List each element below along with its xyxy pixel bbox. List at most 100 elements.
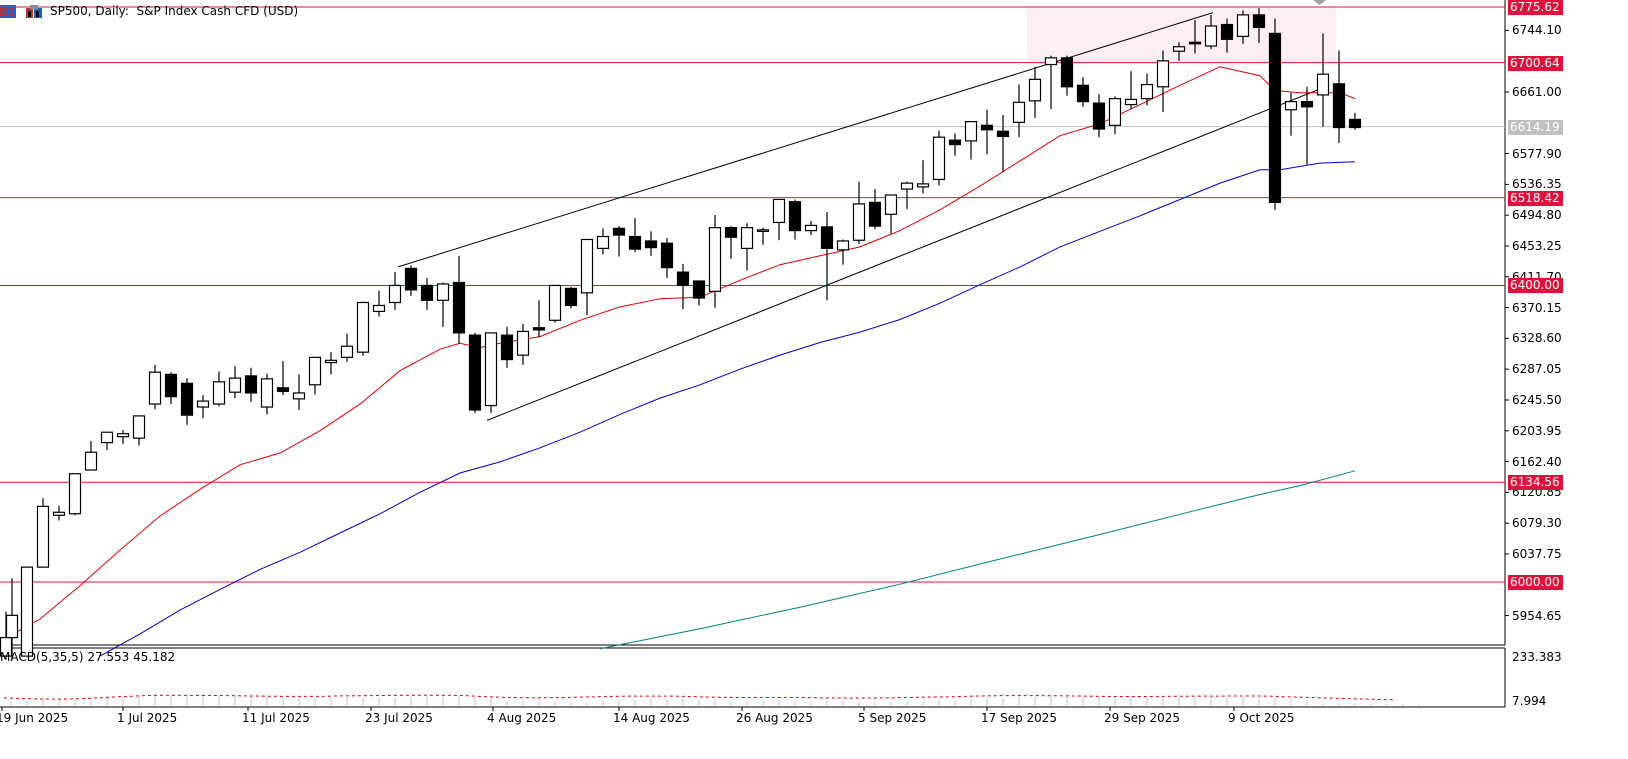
bullish-candle[interactable] <box>1316 73 1330 96</box>
bullish-candle[interactable] <box>484 332 498 407</box>
bearish-candle[interactable] <box>692 280 706 299</box>
bullish-candle[interactable] <box>436 283 450 301</box>
channel-upper-line[interactable] <box>397 12 1214 268</box>
bearish-candle[interactable] <box>1300 101 1314 108</box>
bullish-candle[interactable] <box>1156 60 1170 88</box>
bullish-candle[interactable] <box>596 235 610 249</box>
bullish-candle[interactable] <box>916 183 930 188</box>
bullish-candle[interactable] <box>340 345 354 358</box>
moving-average-line <box>99 161 1356 657</box>
bearish-candle[interactable] <box>1252 14 1266 29</box>
bearish-candle[interactable] <box>996 130 1010 138</box>
bearish-candle[interactable] <box>660 242 674 269</box>
bullish-candle[interactable] <box>36 505 50 568</box>
bullish-candle[interactable] <box>196 400 210 408</box>
bearish-candle[interactable] <box>1092 102 1106 130</box>
bearish-candle[interactable] <box>980 124 994 131</box>
bullish-candle[interactable] <box>756 229 770 232</box>
bullish-candle[interactable] <box>708 227 722 292</box>
bearish-candle[interactable] <box>820 226 834 249</box>
bullish-candle[interactable] <box>292 392 306 400</box>
date-tick-label: 17 Sep 2025 <box>981 711 1058 725</box>
bullish-candle[interactable] <box>372 304 386 312</box>
bullish-candle[interactable] <box>20 566 34 657</box>
bullish-candle[interactable] <box>900 182 914 190</box>
bearish-candle[interactable] <box>628 235 642 250</box>
bullish-candle[interactable] <box>5 614 19 639</box>
bullish-candle[interactable] <box>1012 101 1026 123</box>
bullish-candle[interactable] <box>836 240 850 251</box>
bearish-candle[interactable] <box>276 387 290 393</box>
bullish-candle[interactable] <box>84 451 98 471</box>
bearish-candle[interactable] <box>1060 57 1074 88</box>
bearish-candle[interactable] <box>612 227 626 236</box>
bearish-candle[interactable] <box>948 139 962 146</box>
bearish-candle[interactable] <box>1188 41 1202 45</box>
bullish-candle[interactable] <box>260 378 274 408</box>
bearish-candle[interactable] <box>1332 83 1346 129</box>
bullish-candle[interactable] <box>740 227 754 249</box>
bullish-candle[interactable] <box>1108 98 1122 126</box>
bullish-candle[interactable] <box>228 377 242 393</box>
bullish-candle[interactable] <box>1236 14 1250 37</box>
trading-panel-icon[interactable] <box>26 4 42 18</box>
bearish-candle[interactable] <box>180 382 194 416</box>
bullish-candle[interactable] <box>852 203 866 241</box>
bullish-candle[interactable] <box>308 356 322 386</box>
bullish-candle[interactable] <box>52 511 66 516</box>
bullish-candle[interactable] <box>1044 57 1058 66</box>
channel-lower-line[interactable] <box>486 88 1321 421</box>
bullish-candle[interactable] <box>132 415 146 439</box>
bearish-candle[interactable] <box>1268 32 1282 204</box>
bearish-candle[interactable] <box>868 201 882 227</box>
bearish-candle[interactable] <box>244 375 258 394</box>
bullish-candle[interactable] <box>580 238 594 294</box>
bullish-candle[interactable] <box>1172 46 1186 52</box>
bearish-candle[interactable] <box>468 334 482 411</box>
bearish-candle[interactable] <box>420 284 434 301</box>
bullish-candle[interactable] <box>804 224 818 232</box>
bullish-candle[interactable] <box>100 431 114 444</box>
bearish-candle[interactable] <box>404 267 418 291</box>
price-tick-label: 6037.75 <box>1512 546 1562 561</box>
chart-header: SP500, Daily: S&P Index Cash CFD (USD) <box>0 2 298 20</box>
bearish-candle[interactable] <box>1076 84 1090 103</box>
bullish-candle[interactable] <box>116 433 130 438</box>
bearish-candle[interactable] <box>644 240 658 249</box>
bullish-candle[interactable] <box>548 284 562 321</box>
bullish-candle[interactable] <box>1284 101 1298 111</box>
bullish-candle[interactable] <box>148 371 162 405</box>
bullish-candle[interactable] <box>212 381 226 405</box>
bearish-candle[interactable] <box>500 334 514 361</box>
bullish-candle[interactable] <box>516 330 530 356</box>
bullish-candle[interactable] <box>1140 83 1154 100</box>
bearish-candle[interactable] <box>452 281 466 334</box>
bullish-candle[interactable] <box>964 121 978 142</box>
bullish-candle[interactable] <box>1028 78 1042 102</box>
date-tick-label: 5 Sep 2025 <box>858 711 927 725</box>
bullish-candle[interactable] <box>68 473 82 515</box>
bullish-candle[interactable] <box>772 198 786 224</box>
bearish-candle[interactable] <box>564 287 578 307</box>
bearish-candle[interactable] <box>532 327 546 331</box>
bullish-candle[interactable] <box>324 359 338 364</box>
bearish-candle[interactable] <box>1220 23 1234 40</box>
bullish-candle[interactable] <box>1204 25 1218 47</box>
chart-list-icon[interactable] <box>0 4 16 18</box>
bullish-candle[interactable] <box>388 284 402 304</box>
macd-tick-label: 7.994 <box>1512 694 1547 708</box>
bearish-candle[interactable] <box>1348 118 1362 129</box>
bullish-candle[interactable] <box>356 301 370 353</box>
bearish-candle[interactable] <box>788 201 802 232</box>
price-tick-label: 6203.95 <box>1512 423 1562 438</box>
bullish-candle[interactable] <box>932 136 946 181</box>
bullish-candle[interactable] <box>1124 98 1138 106</box>
bearish-candle[interactable] <box>164 373 178 398</box>
chart-shift-marker-icon[interactable] <box>1313 0 1326 5</box>
bearish-candle[interactable] <box>676 271 690 287</box>
resistance-zone[interactable] <box>1027 7 1336 63</box>
bearish-candle[interactable] <box>724 227 738 238</box>
bullish-candle[interactable] <box>884 194 898 215</box>
